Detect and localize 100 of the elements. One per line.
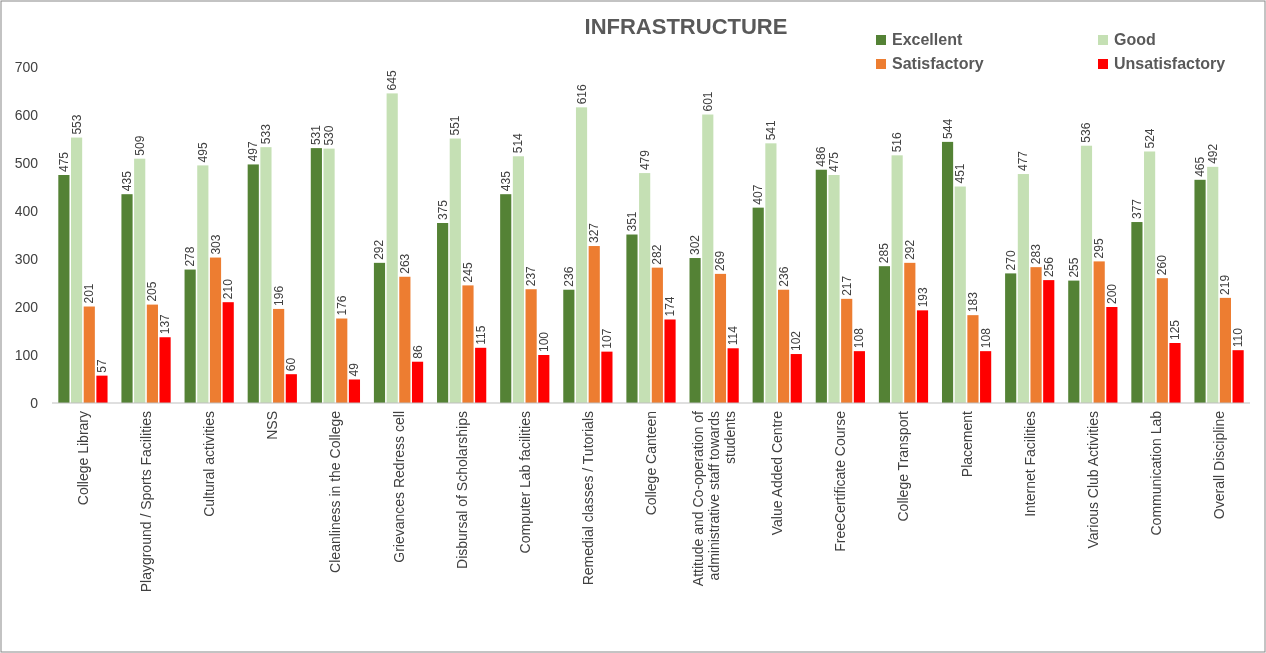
data-label: 435: [498, 170, 513, 192]
data-label: 110: [1231, 327, 1246, 348]
data-label: 295: [1092, 238, 1107, 259]
bar: [841, 298, 853, 403]
data-label: 292: [372, 239, 387, 260]
y-tick-label: 200: [14, 299, 39, 315]
x-tick-label: College Transport: [895, 410, 912, 522]
data-label: 292: [902, 239, 917, 260]
data-label: 196: [271, 285, 286, 306]
bar: [273, 308, 285, 403]
bar: [121, 194, 133, 403]
bar: [815, 169, 827, 403]
x-tick-label: College Library: [74, 411, 91, 506]
legend-label: Excellent: [892, 31, 963, 48]
bar: [96, 375, 108, 403]
data-label: 477: [1016, 150, 1031, 172]
bar: [222, 302, 234, 403]
x-tick-label: Playground / Sports Facilities: [138, 411, 155, 593]
bar: [260, 147, 272, 403]
bar: [475, 347, 487, 403]
bar: [146, 304, 158, 403]
data-label: 497: [246, 141, 261, 162]
bar: [575, 107, 588, 403]
data-label: 465: [1193, 156, 1208, 177]
bar: [197, 165, 209, 403]
bar: [538, 355, 550, 403]
bar: [588, 246, 600, 403]
bar: [702, 114, 714, 403]
bar: [689, 258, 701, 403]
data-label: 377: [1129, 198, 1144, 220]
data-label: 492: [1205, 143, 1220, 164]
bar: [323, 148, 335, 403]
bar: [1156, 278, 1168, 403]
bar: [967, 315, 979, 403]
bar: [386, 93, 398, 403]
y-tick-label: 500: [14, 155, 39, 171]
data-label: 108: [852, 327, 867, 349]
data-label: 601: [700, 91, 715, 112]
data-label: 200: [1104, 283, 1119, 304]
data-label: 530: [322, 125, 337, 146]
data-label: 544: [940, 118, 955, 139]
x-tick-label: FreeCertificate Course: [832, 410, 849, 552]
chart-title: INFRASTRUCTURE: [584, 14, 788, 39]
data-label: 183: [965, 291, 980, 313]
bar: [247, 164, 259, 403]
data-label: 514: [511, 132, 526, 154]
data-label: 201: [82, 283, 97, 304]
x-tick-label: Cleanliness in the College: [327, 410, 344, 573]
bar: [778, 289, 790, 403]
data-label: 263: [397, 253, 412, 274]
bar: [1169, 343, 1181, 403]
data-label: 236: [776, 266, 791, 287]
bar: [891, 155, 903, 403]
bar: [714, 273, 727, 403]
bar: [399, 276, 411, 403]
data-label: 114: [726, 325, 741, 346]
bar: [449, 138, 461, 403]
data-label: 285: [877, 242, 892, 264]
data-label: 125: [1167, 319, 1182, 340]
x-tick-label: Attitude and Co-operation of administrative staff towards students: [690, 410, 739, 587]
bar: [878, 266, 891, 403]
bar: [336, 318, 348, 403]
y-tick-label: 600: [14, 107, 39, 123]
legend-label: Satisfactory: [892, 55, 984, 72]
bar: [71, 137, 83, 403]
data-label: 60: [284, 357, 299, 372]
y-tick-label: 400: [14, 203, 39, 219]
data-label: 283: [1029, 243, 1044, 265]
bar: [500, 194, 512, 403]
bar: [1194, 179, 1206, 403]
data-label: 541: [763, 119, 778, 141]
data-label: 407: [751, 184, 766, 205]
data-label: 533: [258, 123, 273, 145]
data-label: 269: [713, 250, 728, 271]
x-tick-label: Various Club Activities: [1084, 411, 1101, 549]
bar: [285, 374, 297, 403]
bar: [1106, 307, 1118, 403]
data-label: 278: [183, 246, 198, 267]
data-label: 108: [978, 327, 993, 349]
bar: [727, 348, 739, 403]
x-tick-label: College Canteen: [643, 411, 659, 516]
bar: [980, 351, 992, 403]
data-label: 237: [524, 265, 539, 287]
bar: [184, 269, 196, 403]
data-label: 327: [587, 222, 602, 244]
bar: [563, 289, 575, 403]
data-label: 524: [1142, 128, 1157, 149]
data-label: 57: [94, 358, 109, 373]
bar: [790, 354, 802, 403]
data-label: 217: [839, 275, 854, 296]
y-tick-label: 700: [14, 59, 39, 75]
bar: [1207, 166, 1219, 403]
bar: [1219, 297, 1231, 403]
bar: [954, 186, 966, 403]
bar: [651, 267, 663, 403]
bar: [437, 223, 449, 403]
data-label: 102: [789, 330, 804, 352]
bar: [373, 262, 386, 403]
bar: [1017, 174, 1029, 403]
bar: [765, 143, 777, 403]
